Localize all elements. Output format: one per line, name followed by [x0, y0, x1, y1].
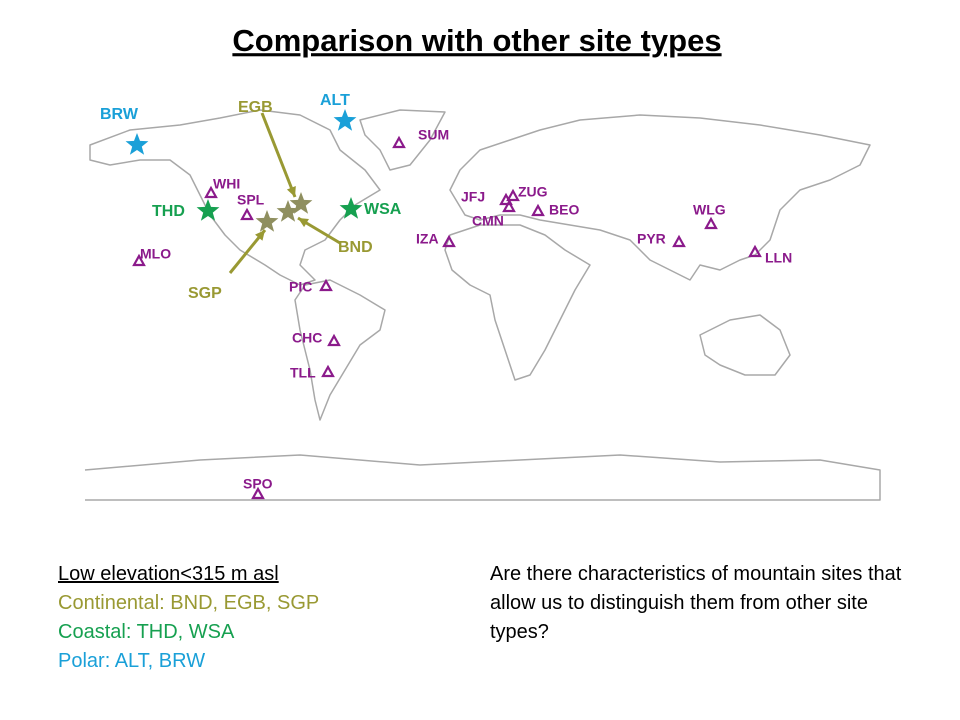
mountain-site-marker: [748, 244, 762, 258]
coastal-site-marker: [339, 197, 363, 219]
south-america: [294, 279, 386, 421]
mountain-site-label: SUM: [418, 127, 449, 143]
australia: [699, 314, 791, 376]
mountain-site-marker: [321, 364, 335, 378]
mountain-site-label: MLO: [140, 246, 171, 262]
mountain-site-label: CHC: [292, 330, 322, 346]
mountain-site-label: WLG: [693, 202, 726, 218]
polar-site-marker: [125, 133, 149, 155]
question: Are there characteristics of mountain si…: [490, 563, 902, 643]
north-america: [89, 109, 381, 286]
title: Comparison with other site types: [232, 23, 721, 58]
mountain-site-label: WHI: [213, 176, 240, 192]
map: Comparison with other site types SUMWHIS…: [84, 23, 881, 501]
mountain-site-label: IZA: [416, 231, 439, 247]
mountain-site-marker: [506, 188, 520, 202]
mountain-site-marker: [319, 278, 333, 292]
eurasia: [449, 114, 871, 281]
mountain-site-marker: [327, 333, 341, 347]
mountain-site-marker: [240, 207, 254, 221]
polar-site-label: BRW: [100, 106, 139, 123]
mountain-site-label: ZUG: [518, 184, 548, 200]
continental-site-marker: [255, 210, 279, 232]
greenland: [359, 109, 446, 171]
mountain-site-label: CMN: [472, 213, 504, 229]
mountain-site-label: LLN: [765, 250, 792, 266]
mountain-site-marker: [132, 253, 146, 267]
continental-site-label: SGP: [188, 285, 222, 302]
africa: [444, 224, 591, 381]
arrow: [260, 112, 297, 198]
continental-site-marker: [289, 192, 313, 214]
mountain-site-label: PYR: [637, 231, 666, 247]
mountain-site-marker: [672, 234, 686, 248]
polar-site-label: ALT: [320, 92, 350, 109]
mountain-site-label: SPO: [243, 476, 273, 492]
mountain-site-marker: [704, 216, 718, 230]
arrow-head: [298, 218, 309, 228]
mountain-site-label: SPL: [237, 192, 265, 208]
mountain-site-marker: [204, 185, 218, 199]
continental-site-label: BND: [338, 239, 373, 256]
mountain-site-label: BEO: [549, 202, 579, 218]
coastal-site-marker: [196, 199, 220, 221]
continental-site-label: EGB: [238, 99, 273, 116]
mountain-site-marker: [392, 135, 406, 149]
mountain-site-marker: [251, 486, 265, 500]
arrow-head: [286, 186, 296, 197]
continental-site-marker: [276, 200, 300, 222]
legend-continental: Continental: BND, EGB, SGP: [58, 592, 320, 614]
polar-site-marker: [333, 109, 357, 131]
mountain-site-label: TLL: [290, 365, 316, 381]
mountain-site-label: JFJ: [461, 189, 485, 205]
mountain-site-marker: [442, 234, 456, 248]
legend: Low elevation<315 m asl Continental: BND…: [58, 560, 319, 676]
legend-heading: Low elevation<315 m asl: [58, 563, 279, 585]
antarctica: [84, 454, 881, 501]
arrow-head: [255, 230, 265, 241]
coastal-site-label: WSA: [364, 201, 402, 218]
legend-coastal: Coastal: THD, WSA: [58, 621, 235, 643]
coastal-site-label: THD: [152, 203, 185, 220]
mountain-site-label: PIC: [289, 279, 312, 295]
mountain-site-marker: [531, 203, 545, 217]
legend-polar: Polar: ALT, BRW: [58, 650, 206, 672]
world-outline: [84, 109, 881, 501]
mountain-site-marker: [502, 199, 516, 213]
